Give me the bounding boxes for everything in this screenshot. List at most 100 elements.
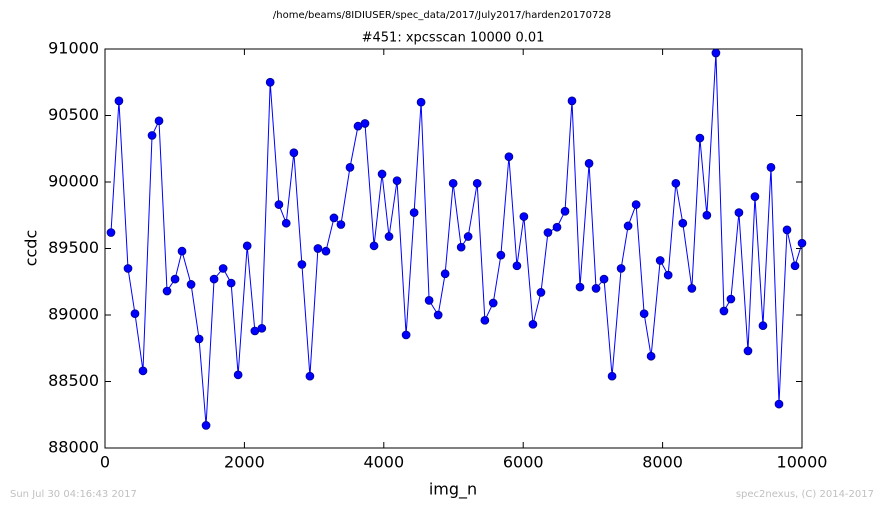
data-point: [695, 133, 705, 143]
data-point: [504, 152, 514, 162]
data-point: [123, 264, 133, 273]
data-point: [797, 238, 807, 248]
data-point: [639, 309, 649, 319]
data-point: [519, 212, 529, 221]
chart-title: /home/beams/8IDIUSER/spec_data/2017/July…: [273, 10, 611, 21]
footer-right: spec2nexus, (C) 2014-2017: [736, 489, 874, 500]
data-point: [138, 366, 148, 376]
data-point: [416, 97, 426, 107]
y-tick-label: 90500: [48, 105, 99, 124]
data-point: [575, 282, 585, 292]
data-point: [305, 371, 315, 381]
data-point: [313, 244, 323, 253]
data-point: [147, 131, 157, 140]
data-point: [384, 232, 394, 241]
data-point: [242, 241, 252, 251]
data-point: [170, 274, 180, 284]
data-point: [711, 48, 721, 58]
data-point: [552, 222, 562, 232]
data-point: [512, 261, 522, 271]
data-point: [177, 246, 187, 256]
data-point: [257, 323, 267, 333]
x-tick-label: 2000: [224, 453, 265, 472]
data-line: [110, 52, 803, 426]
data-point: [678, 218, 688, 228]
data-point: [130, 309, 140, 319]
data-point: [631, 200, 641, 209]
footer-left: Sun Jul 30 04:16:43 2017: [10, 489, 137, 500]
data-point: [274, 200, 284, 209]
data-point: [336, 220, 346, 229]
data-point: [424, 296, 434, 305]
data-point: [616, 264, 626, 273]
data-point: [536, 288, 546, 297]
y-axis-label: ccdc: [22, 230, 41, 267]
data-point: [297, 260, 307, 269]
data-point: [543, 228, 553, 237]
data-point: [560, 206, 570, 216]
data-point: [433, 310, 443, 320]
y-tick-label: 89500: [48, 238, 99, 257]
plot-area: [104, 48, 803, 449]
data-point: [488, 298, 498, 308]
data-point: [790, 261, 800, 271]
x-tick-label: 0: [100, 453, 110, 472]
data-point: [456, 242, 466, 252]
data-point: [743, 346, 753, 356]
y-tick-label: 91000: [48, 39, 99, 58]
data-point: [463, 232, 473, 241]
data-point: [162, 286, 172, 296]
data-point: [663, 270, 673, 280]
data-point: [623, 221, 633, 231]
data-point: [584, 159, 594, 168]
data-point: [194, 334, 204, 344]
data-point: [472, 178, 482, 188]
data-point: [345, 163, 355, 172]
data-point: [392, 176, 402, 186]
data-point: [774, 399, 784, 409]
data-point: [607, 371, 617, 381]
data-point: [687, 284, 697, 293]
x-axis-label: img_n: [429, 480, 477, 500]
data-point: [201, 421, 211, 430]
data-point: [226, 278, 236, 288]
data-point: [567, 96, 577, 106]
data-point: [671, 178, 681, 188]
data-point: [480, 315, 490, 325]
data-point: [401, 330, 411, 340]
data-point: [440, 269, 450, 279]
data-point: [329, 213, 339, 223]
data-point: [218, 264, 228, 273]
data-point: [377, 169, 387, 179]
data-point: [591, 284, 601, 293]
data-point: [726, 294, 736, 304]
data-point: [766, 163, 776, 172]
data-point: [369, 241, 379, 251]
data-point: [734, 208, 744, 217]
data-point: [281, 218, 291, 228]
x-tick-label: 10000: [777, 453, 828, 472]
x-tick-label: 4000: [363, 453, 404, 472]
y-tick-label: 90000: [48, 172, 99, 191]
data-point: [233, 370, 243, 380]
chart-subtitle: #451: xpcsscan 10000 0.01: [362, 31, 545, 46]
y-tick-label: 88500: [48, 371, 99, 390]
data-point: [409, 208, 419, 217]
data-point: [702, 210, 712, 220]
data-point: [360, 119, 370, 128]
x-tick-label: 8000: [642, 453, 683, 472]
y-tick-label: 89000: [48, 305, 99, 324]
data-point: [750, 192, 760, 201]
data-point: [114, 96, 124, 106]
data-point: [321, 246, 331, 256]
data-point: [496, 250, 506, 260]
data-point: [186, 280, 196, 289]
data-point: [655, 256, 665, 265]
y-tick-label: 88000: [48, 438, 99, 457]
data-point: [782, 225, 792, 235]
data-point: [528, 319, 538, 329]
data-point: [646, 351, 656, 361]
data-point: [599, 274, 609, 284]
data-point: [289, 148, 299, 158]
